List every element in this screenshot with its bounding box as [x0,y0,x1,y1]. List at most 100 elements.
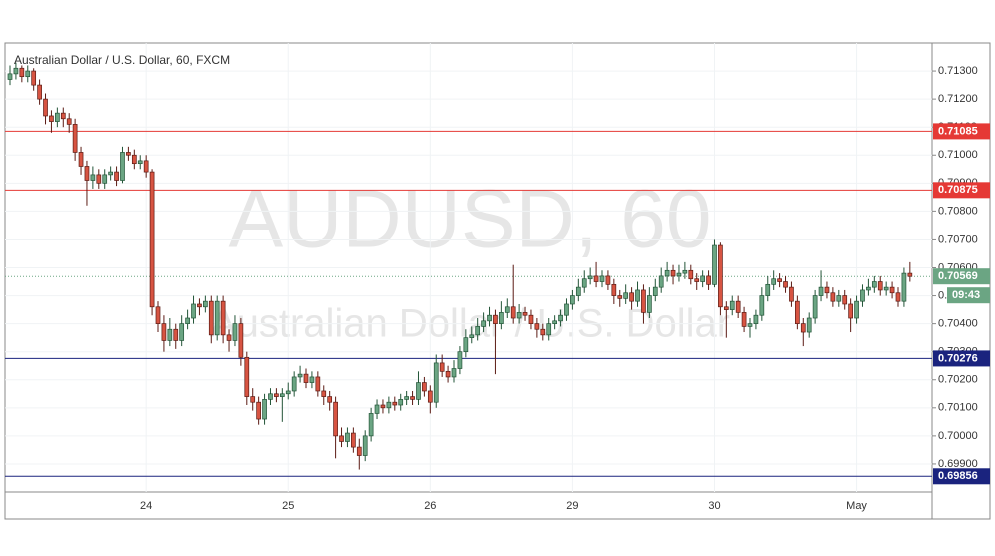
candle [647,287,652,319]
x-tick-label: 30 [708,500,720,512]
candle-body [256,401,261,420]
candle [771,270,777,290]
candle-body [90,174,96,181]
candle-body [279,393,285,397]
candle-body [173,328,179,341]
level-box [933,123,990,140]
candle-body [777,278,782,282]
candle-body [528,314,534,324]
candle-body [285,390,291,395]
candle-body [575,286,581,296]
candle-body [652,286,658,296]
candle [368,407,374,442]
candle-body [238,323,244,358]
candle-body [534,323,540,330]
candle-body [297,373,303,378]
candle-body [143,160,149,173]
candle-body [362,435,368,456]
frame [4,42,991,520]
candle [226,329,232,352]
candle [31,68,37,91]
candle [854,295,859,324]
candle [534,318,540,338]
candle [155,301,161,333]
candle-body [836,295,842,302]
x-tick-label: 26 [424,500,436,512]
candle [587,267,593,285]
candle [84,160,90,206]
candle [309,371,315,389]
candle [315,371,321,397]
candle-body [564,303,569,316]
candle [481,312,486,333]
candle [167,318,173,347]
candle-body [303,373,309,383]
x-tick-label: May [846,500,867,512]
candle [789,281,794,307]
candle-body [718,244,723,308]
candle-body [729,300,735,310]
candle [203,295,208,313]
y-tick-label: 0.71000 [938,149,978,161]
candle-body [676,272,682,277]
candle [499,301,504,330]
candle [291,371,297,397]
x-tick-label: 25 [282,500,294,512]
candle-body [244,356,250,397]
candle [439,354,445,377]
level-box [933,468,990,485]
candle [457,346,463,375]
candle-body [149,171,155,308]
candle-body [315,376,321,392]
candle-body [688,269,694,280]
candle [575,278,581,302]
candle [327,390,333,411]
candle [173,323,179,349]
candle-body [871,281,877,288]
candle-body [617,295,623,299]
level-label: 0.71085 [938,125,978,137]
candle [463,329,469,358]
candle-body [860,289,865,302]
candle [131,149,137,170]
candle-body [806,317,812,333]
candle [279,388,285,422]
candle-body [706,275,711,285]
y-tick-label: 0.70000 [938,430,978,442]
candle-body [137,160,143,165]
candle-body [795,300,800,324]
candle [688,264,694,285]
candle-body [410,396,415,400]
candle-body [37,84,42,100]
candle-body [670,269,676,277]
candle [321,385,327,406]
candle [741,306,747,333]
candle-body [226,334,232,341]
candle [800,318,806,347]
candle-body [398,399,404,406]
candle-body [439,362,445,372]
level-label: 0.69856 [938,470,978,482]
candle-body [629,292,634,302]
x-tick-label: 24 [140,500,152,512]
candle [43,93,48,125]
candle [718,242,723,316]
candle-body [647,295,652,313]
candle-body [907,272,913,277]
candle-body [504,306,510,313]
candle [676,264,682,282]
candle [78,146,84,175]
candle [60,107,66,128]
candle-body [812,295,818,319]
candle-body [623,292,629,299]
candle [238,318,244,366]
candle [883,281,889,296]
candle [49,110,54,133]
candle-body [540,328,546,336]
candle-body [114,171,119,181]
candle-body [516,312,522,319]
candle [244,351,250,406]
candle-body [818,286,824,296]
candle [179,315,185,347]
